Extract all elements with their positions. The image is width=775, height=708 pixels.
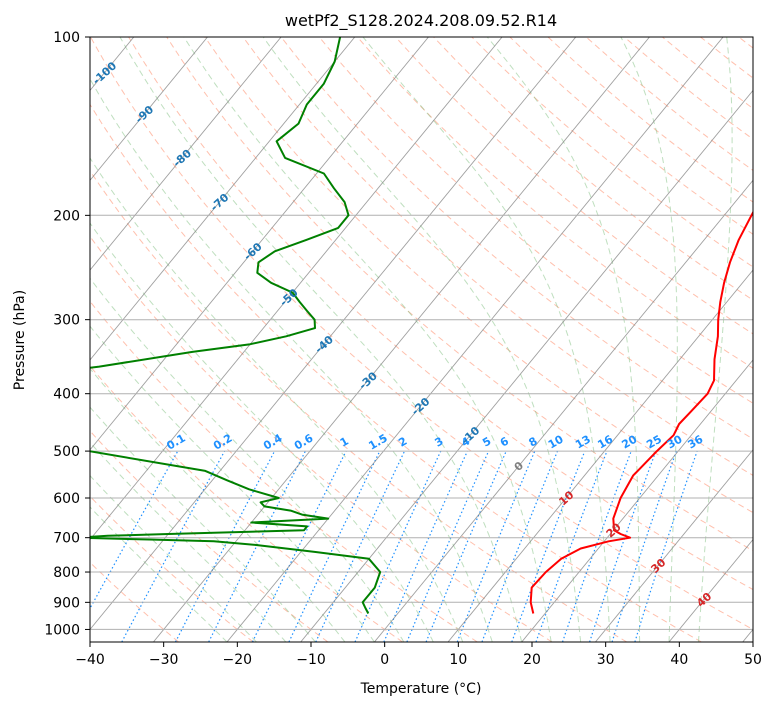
moist-adiabat-line [698,37,733,642]
mixing-ratio-line [589,450,657,642]
x-tick-label: 50 [744,652,762,668]
mixing-ratio-line [208,450,306,642]
moist-adiabat-line [90,157,464,642]
mixing-ratio-line [511,450,586,642]
isotherm-line [90,37,282,271]
isotherm-line [90,37,577,631]
isotherm-line [374,179,753,642]
moist-adiabat-line [262,37,582,642]
dry-adiabat-line [90,235,553,642]
dry-adiabat-line [204,37,753,514]
x-tick-label: 0 [380,652,389,668]
x-tick-label: −20 [223,652,253,668]
dry-adiabat-line [90,37,753,630]
isotherm-line [521,359,753,642]
y-tick-label: 100 [53,30,80,46]
mixing-ratio-line [456,450,536,642]
plot-area: 0.1 0.2 0.4 0.6 1 1.5 2 3 4 5 6 8 10 13 16 20 25 30 36-100… [90,37,753,642]
isotherm-line [668,538,753,642]
moist-adiabat-line [486,37,641,642]
dry-adiabat-line [318,37,753,404]
dry-adiabat-line [90,561,179,642]
dry-adiabat-line [242,37,753,476]
chart-title: wetPf2_S128.2024.208.09.52.R14 [285,11,557,31]
mixing-ratio-lines [90,450,698,642]
y-axis: 100 200 300 400 500 600 700 800 900 1000 [44,30,90,638]
moist-adiabat-line [90,325,375,642]
moist-adiabat-line [90,277,405,642]
y-tick-label: 700 [53,531,80,547]
mixing-ratio-line [383,450,468,642]
y-tick-label: 600 [53,491,80,507]
x-tick-label: 10 [449,652,467,668]
mixing-ratio-line [90,450,179,610]
y-tick-label: 1000 [44,622,80,638]
y-tick-label: 200 [53,208,80,224]
isotherm-line [300,89,753,642]
moist-adiabat-line [90,367,346,642]
isotherm-line [226,37,724,642]
moist-adiabat-line [90,506,228,642]
y-axis-title: Pressure (hPa) [12,290,28,390]
y-tick-label: 400 [53,387,80,403]
mixing-ratio-line [354,450,442,642]
x-tick-label: −10 [296,652,326,668]
mixing-ratio-line [425,450,507,642]
y-tick-label: 300 [53,313,80,329]
y-tick-label: 900 [53,595,80,611]
moist-adiabat-line [620,37,678,642]
x-tick-label: 30 [597,652,615,668]
moist-adiabat-line [362,37,611,642]
x-tick-label: 20 [523,652,541,668]
moist-adiabat-line [183,37,552,642]
dry-adiabat-line [90,103,702,642]
isotherm-line [90,37,208,182]
mixing-ratio-line [535,450,608,642]
y-tick-label: 500 [53,444,80,460]
isotherm-line [90,37,503,541]
moist-adiabat-line [90,77,493,642]
moist-adiabat-line [90,222,434,642]
y-tick-label: 800 [53,565,80,581]
x-tick-label: −30 [149,652,179,668]
dry-adiabat-line [166,37,753,552]
dewpoint-profile-line [90,37,382,614]
isotherm-line [595,449,753,642]
mixing-ratio-line [561,450,632,642]
pressure-gridlines [90,37,753,630]
x-axis: −40 −30 −20 −10 0 10 20 30 40 50 [75,642,762,668]
mixing-ratio-line [406,450,490,642]
x-tick-label: −40 [75,652,105,668]
profile-lines [90,37,753,614]
dry-adiabat-line [90,430,329,642]
dry-adiabat-line [90,365,403,642]
plot-frame [89,36,754,643]
dry-adiabat-line [128,37,753,591]
mixing-ratio-line [611,450,677,642]
mixing-ratio-line [634,450,698,642]
x-axis-title: Temperature (°C) [360,681,482,697]
isotherm-line [90,37,356,361]
isotherm-line [90,37,429,451]
mixing-ratio-line [481,450,559,642]
isotherm-line [447,269,753,642]
x-tick-label: 40 [670,652,688,668]
dry-adiabat-line [90,300,478,642]
temperature-profile-line [529,210,753,614]
dry-adiabat-line [280,37,753,440]
mixing-ratio-line [121,450,226,642]
isotherms [90,37,753,642]
dry-adiabat-line [90,170,628,642]
mixing-ratio-line [251,450,347,642]
moist-adiabats [90,37,733,642]
moist-adiabat-line [119,37,523,642]
isotherm-line [153,37,650,642]
